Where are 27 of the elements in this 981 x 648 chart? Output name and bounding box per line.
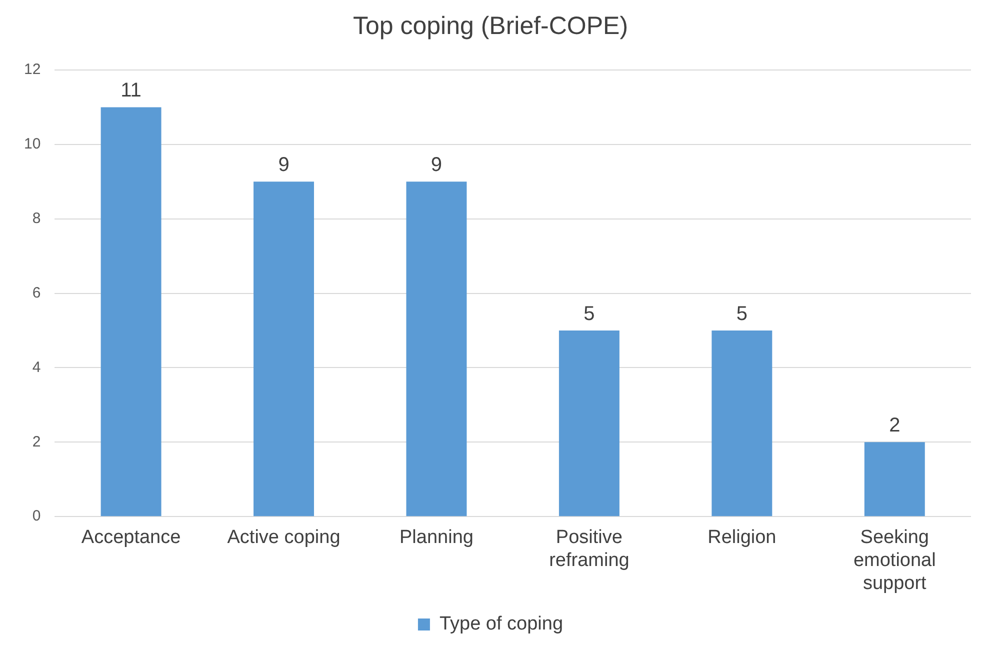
bar	[406, 182, 467, 516]
x-tick-label: Planning	[400, 527, 474, 548]
bar	[558, 330, 620, 516]
bar	[254, 182, 314, 516]
data-label: 9	[278, 154, 290, 176]
x-tick-label: Seeking emotional support	[853, 527, 936, 594]
x-tick-label: Positive reframing	[549, 527, 630, 572]
y-tick-label: 4	[32, 358, 41, 376]
bar	[864, 442, 925, 516]
data-label: 11	[120, 80, 142, 102]
y-tick-label: 0	[32, 508, 41, 525]
y-tick-label: 12	[24, 61, 41, 78]
data-label: 5	[736, 303, 748, 326]
bar	[100, 107, 162, 516]
y-tick-label: 8	[32, 210, 41, 228]
x-tick-label: Acceptance	[81, 527, 181, 548]
bar	[712, 330, 772, 516]
x-tick-label: Religion	[708, 527, 776, 548]
x-tick-label: Active coping	[227, 527, 340, 548]
legend-label: Type of coping	[439, 614, 564, 635]
data-label: 2	[889, 414, 900, 437]
data-label: 9	[430, 154, 442, 176]
y-tick-label: 10	[24, 136, 41, 153]
y-tick-label: 6	[32, 284, 41, 302]
chart-title: Top coping (Brief-COPE)	[352, 12, 628, 40]
y-tick-label: 2	[32, 433, 41, 450]
data-label: 5	[584, 303, 595, 326]
